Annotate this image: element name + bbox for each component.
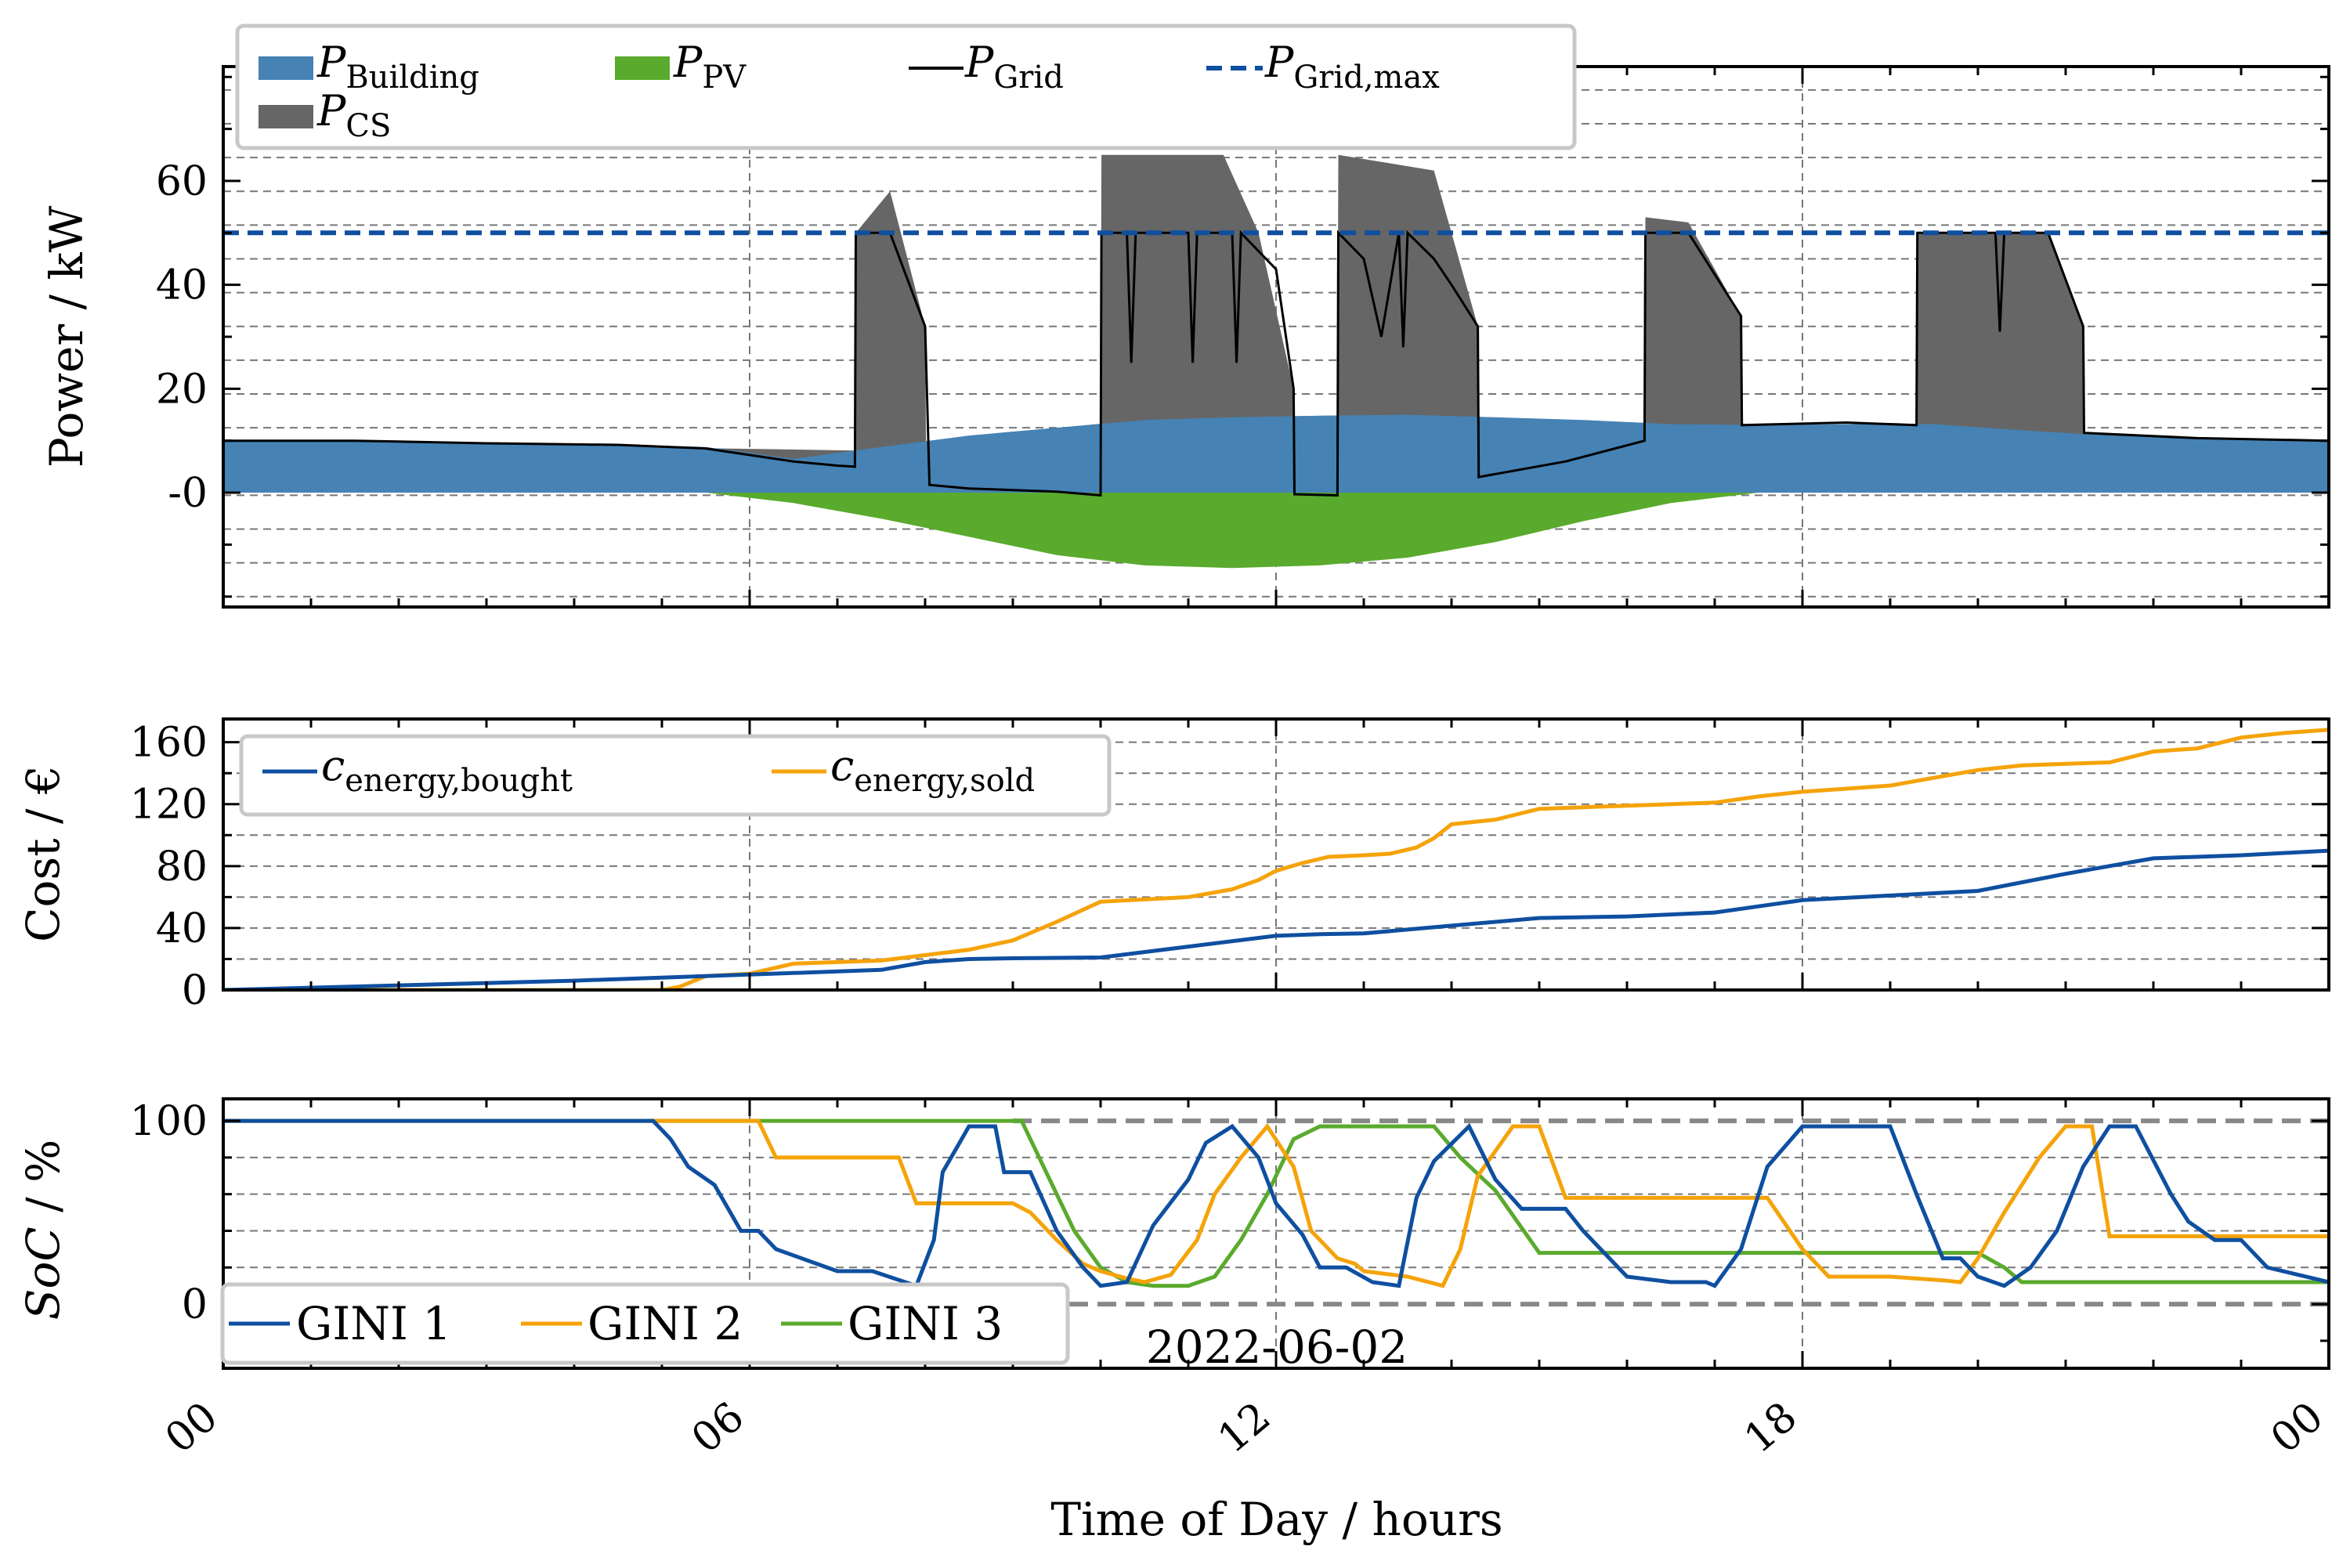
gini2-soc-line <box>223 1118 2329 1288</box>
y-tick-label: 0 <box>182 967 208 1014</box>
cost-legend: cenergy,bought cenergy,sold <box>239 734 1112 817</box>
y-tick-label: 160 <box>130 720 208 767</box>
legend-gini3-label: GINI 3 <box>848 1297 1003 1350</box>
x-axis-label: Time of Day / hours <box>1050 1493 1502 1546</box>
y-tick-label: 40 <box>156 905 208 952</box>
power-y-axis-label: Power / kW <box>40 205 93 468</box>
gini3-soc-line <box>223 1118 2329 1288</box>
cost-y-axis-label: Cost / € <box>16 765 70 942</box>
soc-panel: 0 100 SoC / % GINI 1 GINI 2 GINI 3 2022-0… <box>16 1097 2330 1374</box>
legend-grid-max-label: PGrid,max <box>1264 38 1440 96</box>
power-panel: -0 20 40 60 Power / kW PBuilding PPV PGrid … <box>40 23 2330 609</box>
power-legend-frame <box>235 23 1577 150</box>
y-tick-label: 20 <box>156 366 208 413</box>
sold-cost-line <box>223 728 2329 990</box>
legend-cs-swatch <box>258 105 313 128</box>
soc-legend-frame <box>220 1282 1070 1365</box>
bought-cost-line <box>223 848 2329 990</box>
legend-sold-label: cenergy,sold <box>830 741 1035 799</box>
y-tick-label: 60 <box>156 158 208 205</box>
power-legend: PBuilding PPV PGrid PGrid,max PCS <box>235 23 1577 150</box>
legend-cs-label: PCS <box>316 86 391 144</box>
y-tick-label: -0 <box>168 470 208 517</box>
date-label: 2022-06-02 <box>1146 1321 1408 1374</box>
legend-pv-swatch <box>615 56 670 80</box>
legend-bought-label: cenergy,bought <box>321 741 573 799</box>
x-tick-label: 00 <box>157 1393 226 1462</box>
y-tick-label: 100 <box>130 1098 208 1145</box>
y-tick-label: 0 <box>182 1281 208 1328</box>
power-y-tick-labels: -0 20 40 60 <box>156 158 208 517</box>
cost-y-tick-labels: 0 40 80 120 160 <box>130 720 208 1014</box>
soc-ticks <box>222 1099 2330 1368</box>
soc-legend: GINI 1 GINI 2 GINI 3 <box>220 1282 1070 1365</box>
cost-panel: 0 40 80 120 160 Cost / € cenergy,bought cene… <box>16 717 2330 1014</box>
x-tick-label: 18 <box>1736 1393 1806 1462</box>
cs-area <box>223 154 2329 493</box>
x-tick-label: 00 <box>2262 1393 2332 1462</box>
x-tick-label: 06 <box>683 1393 753 1462</box>
grid-power-line <box>223 229 2329 497</box>
soc-gridlines <box>222 1099 2330 1368</box>
legend-gini1-label: GINI 1 <box>296 1297 451 1350</box>
pv-area <box>223 493 2329 569</box>
soc-y-tick-labels: 0 100 <box>130 1098 208 1328</box>
building-area <box>223 414 2329 493</box>
legend-pv-label: PPV <box>673 38 747 96</box>
y-tick-label: 120 <box>130 782 208 829</box>
x-tick-labels: 00 06 12 18 00 <box>157 1393 2332 1462</box>
legend-building-label: PBuilding <box>316 38 479 96</box>
y-tick-label: 80 <box>156 844 208 891</box>
legend-grid-label: PGrid <box>964 38 1064 96</box>
soc-y-axis-label: SoC / % <box>16 1140 70 1321</box>
gini1-soc-line <box>223 1118 2329 1288</box>
cost-legend-frame <box>239 734 1112 817</box>
x-tick-label: 12 <box>1209 1393 1279 1462</box>
legend-building-swatch <box>258 56 313 80</box>
legend-gini2-label: GINI 2 <box>588 1297 743 1350</box>
cost-ticks <box>222 719 2330 992</box>
y-tick-label: 40 <box>156 262 208 309</box>
